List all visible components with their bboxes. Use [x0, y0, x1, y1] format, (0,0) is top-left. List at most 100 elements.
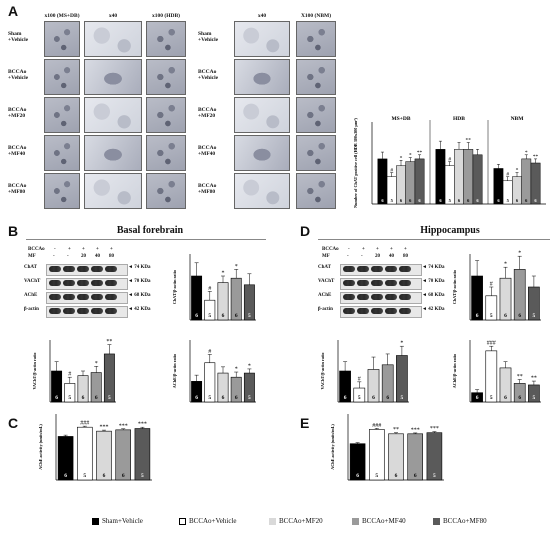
significance-mark: ### [487, 341, 496, 347]
legend-item-mf80: BCCAo+MF80 [433, 517, 487, 525]
significance-mark: # [490, 282, 493, 288]
blot-band [343, 308, 355, 314]
significance-mark: * [248, 363, 251, 369]
blot-kda-label: ◄ 42 KDa [422, 307, 445, 312]
blot-bccao-sign: + [362, 247, 365, 252]
col-head-left-3: x100 (HDB) [152, 13, 180, 19]
blot-band [399, 294, 411, 300]
n-label: 6 [195, 313, 198, 319]
n-label: 6 [476, 313, 479, 319]
n-label: 5 [533, 395, 536, 401]
section-title-hippocampus: Hippocampus [420, 225, 480, 236]
blot-protein-label: AChE [24, 293, 38, 298]
n-label: 6 [103, 473, 106, 479]
blot-mf-dose: 80 [403, 254, 408, 259]
micrograph [146, 173, 186, 209]
significance-mark: * [400, 155, 403, 161]
significance-mark: * [409, 153, 412, 159]
micrograph [296, 97, 336, 133]
blot-kda-label: ◄ 70 KDa [422, 279, 445, 284]
n-label: 5 [248, 313, 251, 319]
micrograph [234, 97, 290, 133]
n-label: 6 [516, 198, 519, 203]
blot-mf-dose: - [347, 254, 349, 259]
blot-band [357, 266, 369, 272]
n-label: 5 [141, 473, 144, 479]
n-label: 6 [439, 198, 442, 203]
bar [230, 277, 242, 321]
blot-protein-label: β-actin [318, 307, 333, 312]
blot-mf-dose: - [361, 254, 363, 259]
bar [57, 436, 74, 481]
n-label: 6 [55, 395, 58, 401]
blot-mf-dose: 80 [109, 254, 114, 259]
blot-band [77, 266, 89, 272]
blot-band [357, 308, 369, 314]
n-label: 6 [95, 395, 98, 401]
blot-bccao-sign: + [376, 247, 379, 252]
n-label: 5 [433, 473, 436, 479]
blot-band [399, 280, 411, 286]
n-label: 6 [476, 198, 479, 203]
significance-mark: ** [531, 376, 537, 382]
significance-mark: * [235, 264, 238, 270]
blot-label-mf: MF [322, 254, 330, 259]
significance-mark: * [525, 150, 528, 156]
n-label: 6 [64, 473, 67, 479]
row-label-right: Sham +Vehicle [198, 31, 219, 43]
bar [217, 282, 229, 321]
row-label-right: BCCAo +MF80 [198, 183, 217, 195]
significance-mark: # [390, 168, 393, 174]
micrograph [84, 97, 142, 133]
col-head-left-1: x100 (MS+DB) [44, 13, 80, 19]
n-label: 6 [518, 313, 521, 319]
micrograph [234, 59, 290, 95]
blot-band [77, 308, 89, 314]
blot-band [357, 294, 369, 300]
n-label: 6 [235, 395, 238, 401]
blot-mf-dose: 20 [375, 254, 380, 259]
micrograph [44, 21, 80, 57]
blot-mf-dose: - [67, 254, 69, 259]
n-label: 6 [386, 395, 389, 401]
bar [230, 376, 242, 403]
bar [471, 392, 483, 403]
n-label: 6 [400, 198, 403, 203]
significance-mark: * [235, 367, 238, 373]
blot-band [343, 294, 355, 300]
micrograph [146, 97, 186, 133]
blot-band [343, 280, 355, 286]
micrograph [296, 135, 336, 171]
bar [472, 154, 483, 205]
blot-bccao-sign: + [404, 247, 407, 252]
blot-label-bccao: BCCAo [322, 247, 339, 252]
section-rule-d [318, 239, 550, 240]
row-label-left: BCCAo +Vehicle [8, 69, 29, 81]
n-label: 5 [208, 395, 211, 401]
significance-mark: ** [106, 339, 112, 345]
significance-mark: ### [372, 423, 381, 429]
blot-kda-label: ◄ 42 KDa [128, 307, 151, 312]
panel-letter-b: B [8, 223, 19, 239]
significance-mark: *** [430, 426, 439, 432]
blot-band [49, 294, 61, 300]
micrograph [44, 97, 80, 133]
panel-letter-e: E [300, 415, 310, 431]
y-axis-label: ChAT/β-actin ratio [452, 270, 457, 304]
row-label-right: BCCAo +MF20 [198, 107, 217, 119]
bar [435, 149, 446, 205]
significance-mark: # [448, 157, 451, 163]
n-label: 6 [195, 395, 198, 401]
blot-band [91, 308, 103, 314]
group-label: HDB [453, 116, 465, 122]
bar [454, 149, 464, 205]
blot-bccao-sign: + [68, 247, 71, 252]
section-title-basal-forebrain: Basal forebrain [116, 225, 184, 236]
bar [426, 432, 443, 481]
n-label: 6 [504, 395, 507, 401]
bar [499, 277, 512, 321]
blot-bccao-sign: - [348, 247, 350, 252]
section-rule-b [26, 239, 266, 240]
micrograph [296, 173, 336, 209]
blot-protein-label: VAChT [24, 279, 41, 284]
